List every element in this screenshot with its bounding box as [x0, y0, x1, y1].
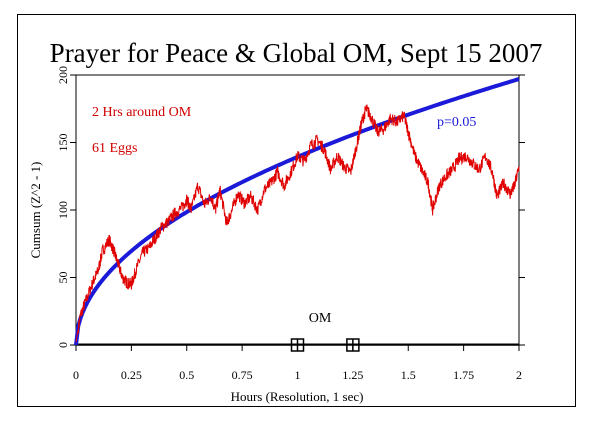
eggs-annotation: 61 Eggs: [92, 141, 138, 156]
x-tick-label: 0: [73, 368, 79, 382]
x-tick-label: 0.5: [179, 368, 194, 382]
cumsum-line: [75, 104, 520, 343]
y-axis-label: Cumsum (Z^2 - 1): [28, 162, 43, 259]
x-tick-label: 1.75: [453, 368, 474, 382]
y-tick-label: 50: [56, 272, 70, 284]
y-tick-label: 150: [56, 134, 70, 152]
x-tick-label: 1.5: [401, 368, 416, 382]
event-marker: [346, 338, 360, 352]
chart-title: Prayer for Peace & Global OM, Sept 15 20…: [50, 38, 543, 68]
x-tick-label: 2: [516, 368, 522, 382]
event-marker: [290, 338, 305, 352]
y-tick-label: 200: [56, 66, 70, 84]
chart-frame: [17, 14, 576, 407]
x-tick-label: 0.75: [232, 368, 253, 382]
x-tick-label: 0.25: [121, 368, 142, 382]
x-axis-label: Hours (Resolution, 1 sec): [231, 389, 364, 404]
x-axis: 0 0.25 0.5 0.75 1 1.25 1.5 1.75 2: [73, 345, 522, 382]
x-tick-label: 1: [295, 368, 301, 382]
event-markers: [290, 338, 360, 352]
duration-annotation: 2 Hrs around OM: [92, 105, 192, 120]
x-tick-label: 1.25: [342, 368, 363, 382]
y-tick-label: 0: [56, 342, 70, 348]
p-value-annotation: p=0.05: [437, 115, 476, 130]
y-tick-label: 100: [56, 201, 70, 219]
y-axis: 0 50 100 150 200: [56, 66, 525, 348]
event-label: OM: [309, 311, 332, 326]
